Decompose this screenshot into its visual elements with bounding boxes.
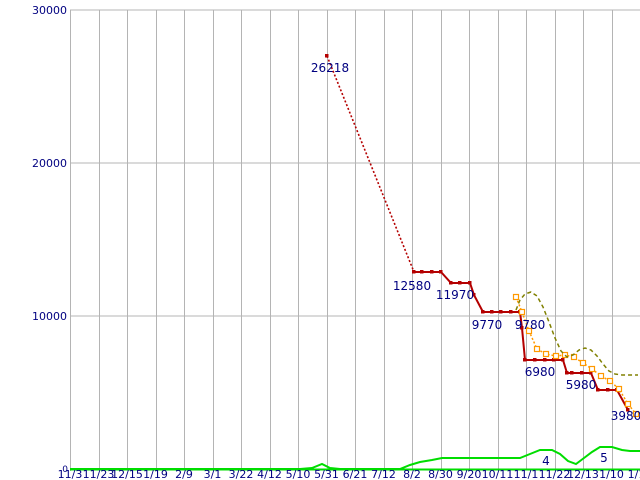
data-point-label: 11970 — [436, 288, 474, 302]
data-point-marker — [499, 310, 503, 314]
x-tick-label: 4/12 — [257, 468, 282, 480]
y-tick-label: 20000 — [32, 157, 67, 170]
data-point-marker — [615, 385, 623, 393]
data-point-marker — [565, 371, 569, 375]
x-tick-label: 8/30 — [428, 468, 453, 480]
data-point-label: 5980 — [566, 378, 597, 392]
data-point-marker — [509, 310, 513, 314]
data-point-marker — [552, 358, 556, 362]
series-moving-average-orange — [512, 293, 640, 418]
data-point-label: 3980 — [611, 409, 640, 423]
data-point-marker — [606, 388, 610, 392]
series-path — [70, 446, 640, 470]
x-tick-label: 11/22 — [539, 468, 571, 480]
data-point-marker — [588, 365, 596, 373]
data-point-marker — [472, 293, 476, 297]
data-point-label: 4 — [542, 454, 550, 468]
data-point-marker — [632, 410, 640, 418]
x-tick-label: 8/2 — [403, 468, 421, 480]
data-point-marker — [597, 372, 605, 380]
series-moving-average-olive — [515, 291, 638, 376]
series-price-main — [325, 54, 630, 412]
x-tick-label: 9/20 — [457, 468, 482, 480]
data-point-marker — [420, 270, 424, 274]
data-point-marker — [606, 377, 614, 385]
data-point-marker — [430, 270, 434, 274]
data-point-marker — [570, 371, 574, 375]
x-tick-label: 5/31 — [314, 468, 339, 480]
data-point-label: 5 — [600, 451, 608, 465]
data-point-label: 9780 — [515, 318, 546, 332]
data-point-marker — [561, 358, 565, 362]
x-tick-label: 2/9 — [175, 468, 193, 480]
data-point-marker — [449, 281, 453, 285]
data-point-marker — [520, 326, 524, 330]
data-point-label: 12580 — [393, 279, 431, 293]
x-tick-label: 11/1 — [514, 468, 539, 480]
data-point-marker — [525, 327, 533, 335]
x-tick-label: 10/11 — [482, 468, 514, 480]
x-tick-label: 3/22 — [229, 468, 254, 480]
x-tick-label: 12/15 — [111, 468, 143, 480]
data-point-marker — [468, 281, 472, 285]
data-point-marker — [523, 358, 527, 362]
x-tick-label: 11/3 — [58, 468, 83, 480]
data-point-marker — [512, 293, 520, 301]
data-point-marker — [458, 281, 462, 285]
x-tick-label: 12/13 — [567, 468, 599, 480]
data-point-marker — [589, 371, 593, 375]
vertical-gridlines — [70, 10, 613, 469]
data-point-marker — [542, 350, 550, 358]
series-layer — [70, 54, 640, 470]
data-point-labels: 26218 12580 11970 9770 9780 6980 5980 3980 4 5 — [311, 61, 640, 468]
series-gap-segment — [326, 55, 415, 273]
data-point-label: 6980 — [525, 365, 556, 379]
data-point-label: 26218 — [311, 61, 349, 75]
data-point-marker — [552, 352, 560, 360]
data-point-marker — [533, 358, 537, 362]
data-point-marker — [533, 345, 541, 353]
x-tick-label: 3/1 — [204, 468, 222, 480]
data-point-marker — [439, 270, 443, 274]
x-tick-label: 1/17 — [628, 468, 640, 480]
x-tick-label: 1/10 — [599, 468, 624, 480]
data-point-marker — [412, 270, 416, 274]
y-axis-tick-labels: 0 10000 20000 30000 — [32, 4, 68, 475]
data-point-marker — [561, 351, 569, 359]
data-point-marker — [579, 359, 587, 367]
data-point-marker — [596, 388, 600, 392]
y-tick-label: 10000 — [32, 310, 67, 323]
x-tick-label: 11/23 — [83, 468, 115, 480]
x-tick-label: 5/10 — [286, 468, 311, 480]
y-tick-zero: 0 — [62, 465, 68, 475]
data-point-marker — [518, 308, 526, 316]
series-volume-green — [70, 446, 640, 470]
data-point-marker — [543, 358, 547, 362]
x-tick-label: 1/19 — [143, 468, 168, 480]
x-tick-label: 6/21 — [343, 468, 368, 480]
series-path — [515, 291, 638, 376]
data-point-marker — [490, 310, 494, 314]
data-point-marker — [481, 310, 485, 314]
x-tick-label: 7/12 — [371, 468, 396, 480]
data-point-marker — [325, 54, 329, 58]
data-point-marker — [624, 400, 632, 408]
data-point-marker — [580, 371, 584, 375]
data-point-label: 9770 — [472, 318, 503, 332]
y-tick-label: 30000 — [32, 4, 67, 17]
data-point-marker — [626, 408, 630, 412]
